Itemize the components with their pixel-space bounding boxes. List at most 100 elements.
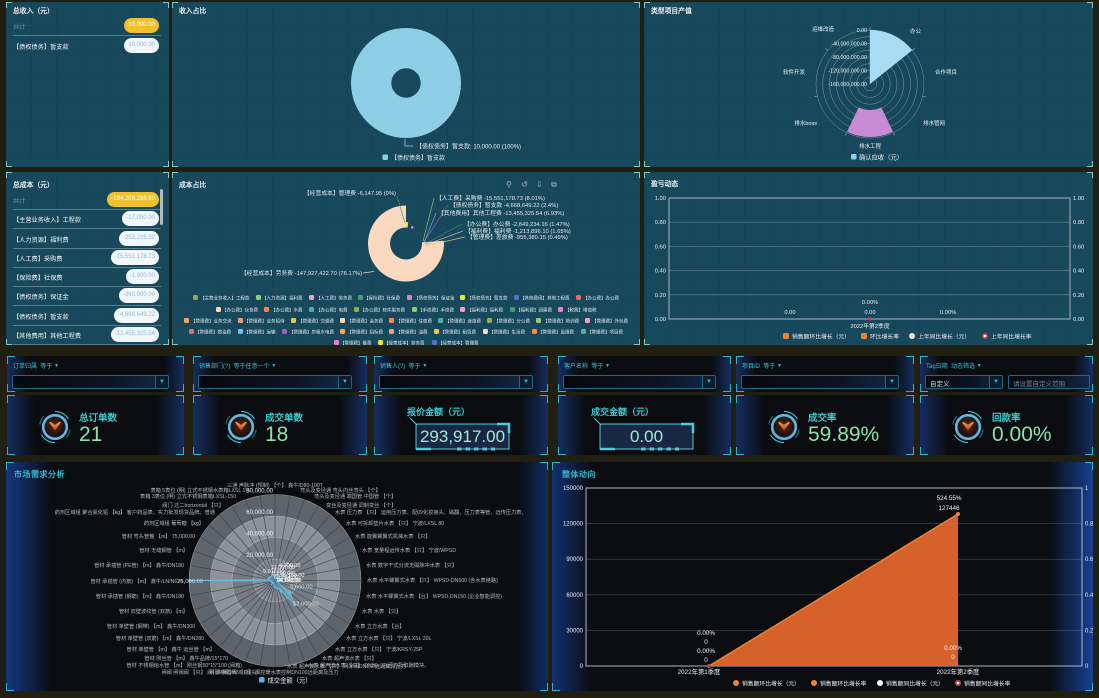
- svg-text:【管理费】会务费: 【管理费】会务费: [347, 318, 383, 325]
- svg-text:弯头及变径通 端国管 中国管 【个】: 弯头及变径通 端国管 中国管 【个】: [314, 492, 396, 500]
- svg-text:【税费】增值税: 【税费】增值税: [565, 307, 597, 314]
- svg-text:【管理费】培训费: 【管理费】培训费: [543, 318, 579, 325]
- svg-text:120000: 120000: [563, 522, 584, 528]
- svg-text:0: 0: [951, 654, 955, 661]
- svg-text:26,180.00: 26,180.00: [280, 573, 304, 579]
- svg-text:0.6: 0.6: [1085, 557, 1093, 563]
- svg-text:【管理费】外包费: 【管理费】外包费: [592, 318, 628, 325]
- svg-text:水表 超声波水表 【只】: 水表 超声波水表 【只】: [322, 654, 377, 662]
- svg-text:【管理费】运输: 【管理费】运输: [244, 329, 276, 336]
- svg-text:【管理费】业务交流: 【管理费】业务交流: [191, 318, 232, 325]
- svg-text:⇩: ⇩: [536, 180, 543, 189]
- svg-text:药剂区域组 聚合氯化铝 【kg】 客户药品表、实力批发现货品: 药剂区域组 聚合氯化铝 【kg】 客户药品表、实力批发现货品牌、普通: [55, 508, 216, 516]
- svg-text:表箱 3表位 (明) 立式不锈钢表箱LXSL-150: 表箱 3表位 (明) 立式不锈钢表箱LXSL-150: [140, 492, 236, 500]
- svg-text:0.40: 0.40: [1073, 269, 1084, 275]
- svg-text:【管理费】分公费: 【管理费】分公费: [494, 318, 530, 325]
- svg-text:闸阀 闸阀阀 【只】 阀门制阀D/N90 (阀头): 闸阀 闸阀阀 【只】 阀门制阀D/N90 (阀头): [161, 668, 258, 676]
- svg-text:【债权债务】保证金: 【债权债务】保证金: [414, 295, 455, 302]
- svg-text:8,220.00: 8,220.00: [272, 571, 293, 577]
- svg-text:0.00: 0.00: [1073, 317, 1084, 323]
- svg-text:80,000.00: 80,000.00: [246, 489, 273, 495]
- svg-text:1.00: 1.00: [655, 196, 666, 202]
- svg-text:2022年第2季度: 2022年第2季度: [937, 667, 980, 676]
- svg-text:管材 不锈钢给水管 【m】 刚丝钢50*15*100 (阀箱: 管材 不锈钢给水管 【m】 刚丝钢50*15*100 (阀箱): [126, 661, 242, 669]
- svg-text:0.00: 0.00: [784, 310, 795, 316]
- svg-text:变丝及变径通 调制变丝 【个】: 变丝及变径通 调制变丝 【个】: [326, 501, 396, 509]
- svg-text:水表 超声波水表 【只】 网际阀DN150远距离预压力: 水表 超声波水表 【只】 网际阀DN150远距离预压力: [287, 662, 406, 670]
- svg-text:0: 0: [704, 657, 708, 664]
- svg-text:-80,000,000.00: -80,000,000.00: [831, 55, 867, 61]
- svg-text:0.60: 0.60: [1073, 244, 1084, 250]
- svg-text:【管理费】房租水电费: 【管理费】房租水电费: [289, 329, 334, 336]
- svg-text:【办公费】水费: 【办公费】水费: [271, 307, 303, 314]
- svg-text:管材 弯头管箍 【m】 75,000.00: 管材 弯头管箍 【m】 75,000.00: [122, 532, 195, 540]
- svg-text:上年同比增长（元）: 上年同比增长（元）: [918, 333, 970, 341]
- svg-text:0.00: 0.00: [630, 427, 663, 446]
- svg-text:销售额同比增长（元）: 销售额同比增长（元）: [886, 680, 944, 688]
- svg-text:60,000.00: 60,000.00: [246, 510, 273, 516]
- svg-text:管材 无缝钢管 【m】: 管材 无缝钢管 【m】: [139, 546, 188, 554]
- svg-text:0.40: 0.40: [655, 269, 666, 275]
- svg-text:0.20: 0.20: [655, 293, 666, 299]
- svg-text:30000: 30000: [566, 628, 583, 634]
- svg-text:2022年第2季度: 2022年第2季度: [850, 322, 890, 330]
- svg-text:【债权债务】暂支款: 10,000.00 (100%): 【债权债务】暂支款: 10,000.00 (100%): [416, 143, 521, 151]
- svg-text:三通 声脉冲 (预制) 【个】 鑫牛/D80-100T: 三通 声脉冲 (预制) 【个】 鑫牛/D80-100T: [227, 481, 324, 489]
- svg-text:48,048.00: 48,048.00: [277, 578, 301, 584]
- svg-text:管材 单壁管 (钢带) 【m】 鑫牛/DN300: 管材 单壁管 (钢带) 【m】 鑫牛/DN300: [107, 622, 195, 630]
- svg-text:4,200.00: 4,200.00: [279, 563, 300, 569]
- svg-text:【人力资源】福利费: 【人力资源】福利费: [262, 295, 303, 302]
- svg-text:水表 宽量程远传水表 【只】 宁波/WPSD: 水表 宽量程远传水表 【只】 宁波/WPSD: [362, 546, 456, 554]
- svg-text:【管理费】项目费: 【管理费】项目费: [587, 329, 623, 336]
- svg-text:90000: 90000: [566, 557, 583, 563]
- svg-text:排水工程: 排水工程: [859, 142, 882, 150]
- svg-text:5,600.00: 5,600.00: [290, 585, 313, 591]
- svg-text:水表 压力表 【只】 运用压力表、配09化妆接头、磁翻、压力: 水表 压力表 【只】 运用压力表、配09化妆接头、磁翻、压力表等管、远传压力表、: [335, 508, 527, 516]
- svg-text:【债权债务】暂支款: 【债权债务】暂支款: [467, 295, 508, 302]
- svg-text:0.00: 0.00: [864, 310, 875, 316]
- svg-text:0.60: 0.60: [655, 244, 666, 250]
- svg-text:0.00%: 0.00%: [697, 648, 715, 655]
- svg-text:11,007.00: 11,007.00: [271, 565, 295, 571]
- svg-text:水表 立方水表 【只】 宁波/KRSY-25P: 水表 立方水表 【只】 宁波/KRSY-25P: [335, 645, 423, 653]
- svg-text:150000: 150000: [563, 486, 584, 492]
- svg-text:0.00%: 0.00%: [697, 630, 715, 637]
- svg-text:水表 立方水表 【台】: 水表 立方水表 【台】: [355, 622, 405, 630]
- svg-text:【债权债务】暂支款: 【债权债务】暂支款: [391, 154, 445, 162]
- svg-text:管材 承插管 (PE管) 【m】 鑫牛/DN180: 管材 承插管 (PE管) 【m】 鑫牛/DN180: [94, 561, 184, 569]
- svg-text:127446: 127446: [938, 505, 960, 512]
- svg-text:销售额环比增长率: 销售额环比增长率: [820, 680, 867, 688]
- svg-text:0: 0: [704, 639, 708, 646]
- svg-text:【福利费】团建费: 【福利费】团建费: [516, 307, 552, 314]
- svg-text:水表 水平螺翼式水表 【台】 WPSD-DN150 (企业智: 水表 水平螺翼式水表 【台】 WPSD-DN150 (企业智能调控): [366, 592, 502, 600]
- svg-text:0.8: 0.8: [1085, 522, 1093, 528]
- svg-text:【管理费】生活费: 【管理费】生活费: [489, 329, 525, 336]
- svg-text:2022年第1季度: 2022年第1季度: [678, 667, 721, 676]
- svg-text:【福利费】福利费 -1,213,896.10 (1.65%): 【福利费】福利费 -1,213,896.10 (1.65%): [465, 227, 571, 235]
- svg-text:0.00%: 0.00%: [944, 645, 962, 652]
- svg-text:1.00: 1.00: [1073, 196, 1084, 202]
- svg-text:-40,000,000.00: -40,000,000.00: [831, 42, 867, 48]
- svg-text:水表 超声波水表 【只】 DN50、合压力及取酬模块、: 水表 超声波水表 【只】 DN50、合压力及取酬模块、: [308, 661, 429, 669]
- svg-text:【福利费】福利费: 【福利费】福利费: [467, 307, 503, 314]
- svg-text:【办公费】软件服务费: 【办公费】软件服务费: [360, 307, 405, 314]
- svg-text:确认应收（元）: 确认应收（元）: [859, 153, 903, 162]
- svg-text:运维改造: 运维改造: [812, 25, 835, 33]
- svg-text:【债权债务】暂支款 -4,668,649.22 (2.4%): 【债权债务】暂支款 -4,668,649.22 (2.4%): [450, 201, 558, 209]
- svg-text:【办公费】伙食费: 【办公费】伙食费: [222, 307, 258, 314]
- svg-text:【手续费】手续费: 【手续费】手续费: [418, 307, 454, 314]
- svg-text:【管理费】业务招待: 【管理费】业务招待: [244, 318, 285, 325]
- svg-text:40,000.00: 40,000.00: [246, 532, 273, 538]
- svg-text:【管理费】住宿费: 【管理费】住宿费: [396, 318, 432, 325]
- svg-text:0.4: 0.4: [1085, 593, 1093, 599]
- svg-text:管材 承插管 (钢筋) 【m】 鑫牛/DN180: 管材 承插管 (钢筋) 【m】 鑫牛/DN180: [96, 592, 184, 600]
- svg-text:水表 可拆卸垫片水表 【只】 宁波/LXSL 80: 水表 可拆卸垫片水表 【只】 宁波/LXSL 80: [346, 519, 444, 527]
- svg-text:524.55%: 524.55%: [937, 495, 962, 502]
- svg-text:【管理费】差旅费 -955,380.15 (0.49%): 【管理费】差旅费 -955,380.15 (0.49%): [467, 233, 568, 241]
- svg-text:【管理费】招标费: 【管理费】招标费: [347, 329, 383, 336]
- svg-text:【经营成本】管理费 -6,147.95 (0%): 【经营成本】管理费 -6,147.95 (0%): [304, 189, 396, 197]
- svg-text:水表 水表 【只】: 水表 水表 【只】: [362, 607, 401, 615]
- svg-text:【人工费】采购费 -15,551,178.73 (8.01%: 【人工费】采购费 -15,551,178.73 (8.01%): [436, 194, 545, 202]
- svg-text:管材 单壁管 【m】 鑫牛 运丝管 【m】: 管材 单壁管 【m】 鑫牛 运丝管 【m】: [127, 645, 215, 653]
- svg-text:0.00: 0.00: [655, 317, 666, 323]
